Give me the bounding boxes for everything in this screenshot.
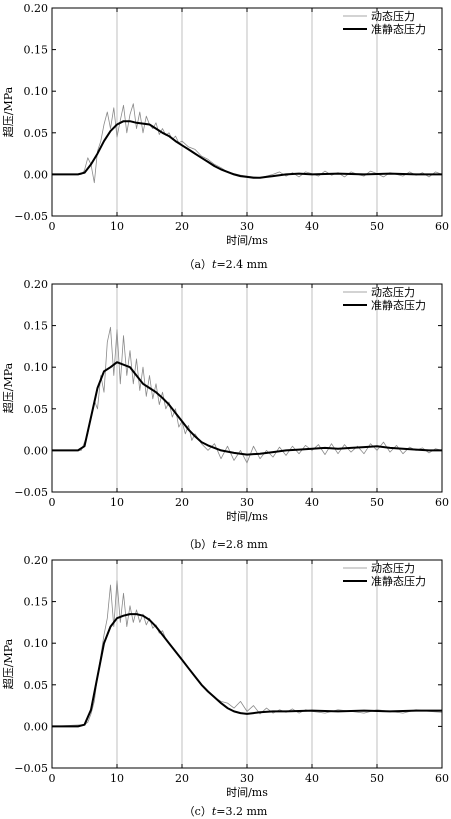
y-tick-label: 0.15 [24, 44, 49, 57]
x-tick-label: 60 [435, 772, 449, 785]
caption-b-prefix: （b） [183, 538, 213, 551]
x-tick-label: 10 [110, 220, 124, 233]
x-tick-label: 60 [435, 496, 449, 509]
y-tick-label: 0.00 [24, 720, 49, 733]
x-tick-label: 20 [175, 496, 189, 509]
caption-c-var: t [211, 805, 217, 818]
x-tick-label: 0 [49, 772, 56, 785]
caption-c: （c）t=3.2 mm [0, 803, 451, 819]
caption-c-value: =3.2 mm [216, 805, 268, 818]
x-tick-label: 10 [110, 772, 124, 785]
x-tick-label: 50 [370, 220, 384, 233]
x-tick-label: 30 [240, 772, 254, 785]
y-tick-label: −0.05 [14, 210, 48, 223]
legend-label: 准静态压力 [371, 22, 426, 36]
y-tick-label: 0.10 [24, 361, 49, 374]
series-line-quasi-static [52, 120, 442, 179]
caption-b: （b）t=2.8 mm [0, 536, 451, 552]
x-tick-label: 30 [240, 220, 254, 233]
caption-a-var: t [212, 258, 217, 271]
series-line-dynamic [52, 103, 443, 184]
x-tick-label: 40 [305, 772, 319, 785]
chart-a: 0 10 20 30 40 50 60 −0.05 0.00 0.05 0.10 0.15 0.20 时间… [1, 2, 449, 247]
y-tick-label: 0.20 [24, 554, 49, 567]
y-axis-label: 超压/MPa [1, 638, 15, 689]
legend-label: 准静态压力 [371, 298, 426, 312]
y-axis-label: 超压/MPa [1, 86, 15, 137]
chart-panel-a: 0 10 20 30 40 50 60 −0.05 0.00 0.05 0.10 0.15 0.20 时间… [0, 0, 451, 250]
x-tick-label: 30 [240, 496, 254, 509]
y-tick-label: 0.10 [24, 637, 49, 650]
legend-label: 动态压力 [371, 562, 415, 575]
caption-a: （a）t=2.4 mm [0, 256, 451, 272]
y-tick-label: 0.20 [24, 278, 49, 291]
x-tick-label: 40 [305, 496, 319, 509]
y-tick-label: 0.00 [24, 444, 49, 457]
x-axis-label: 时间/ms [226, 234, 268, 247]
y-tick-label: −0.05 [14, 762, 48, 775]
legend-label: 动态压力 [371, 10, 415, 23]
y-tick-label: 0.00 [24, 168, 49, 181]
y-tick-label: 0.05 [24, 679, 49, 692]
x-tick-label: 60 [435, 220, 449, 233]
y-tick-label: 0.05 [24, 403, 49, 416]
caption-b-value: =2.8 mm [216, 538, 268, 551]
series-line-quasi-static [52, 613, 442, 728]
legend-label: 动态压力 [371, 286, 415, 299]
series-line-dynamic [52, 326, 443, 464]
y-tick-label: 0.20 [24, 2, 49, 15]
x-tick-label: 20 [175, 772, 189, 785]
y-tick-label: 0.15 [24, 596, 49, 609]
x-tick-label: 20 [175, 220, 189, 233]
chart-c: 0 10 20 30 40 50 60 −0.05 0.00 0.05 0.10 0.15 0.20 时间… [1, 554, 449, 799]
chart-panel-c: 0 10 20 30 40 50 60 −0.05 0.00 0.05 0.10 0.15 0.20 时间… [0, 552, 451, 802]
x-tick-label: 50 [370, 772, 384, 785]
y-tick-label: 0.10 [24, 85, 49, 98]
series-line-quasi-static [52, 361, 442, 456]
x-tick-label: 40 [305, 220, 319, 233]
caption-a-prefix: （a） [183, 258, 213, 271]
x-axis-label: 时间/ms [226, 510, 268, 523]
legend-label: 准静态压力 [371, 574, 426, 588]
caption-b-var: t [212, 538, 217, 551]
y-axis-label: 超压/MPa [1, 362, 15, 413]
x-axis-label: 时间/ms [226, 786, 268, 799]
chart-b: 0 10 20 30 40 50 60 −0.05 0.00 0.05 0.10 0.15 0.20 时间… [1, 278, 449, 523]
y-tick-label: −0.05 [14, 486, 48, 499]
x-tick-label: 0 [49, 496, 56, 509]
caption-a-value: =2.4 mm [216, 258, 268, 271]
x-tick-label: 0 [49, 220, 56, 233]
x-tick-label: 10 [110, 496, 124, 509]
chart-panel-b: 0 10 20 30 40 50 60 −0.05 0.00 0.05 0.10 0.15 0.20 时间… [0, 276, 451, 526]
x-tick-label: 50 [370, 496, 384, 509]
y-tick-label: 0.05 [24, 127, 49, 140]
caption-c-prefix: （c） [183, 805, 212, 818]
y-tick-label: 0.15 [24, 320, 49, 333]
